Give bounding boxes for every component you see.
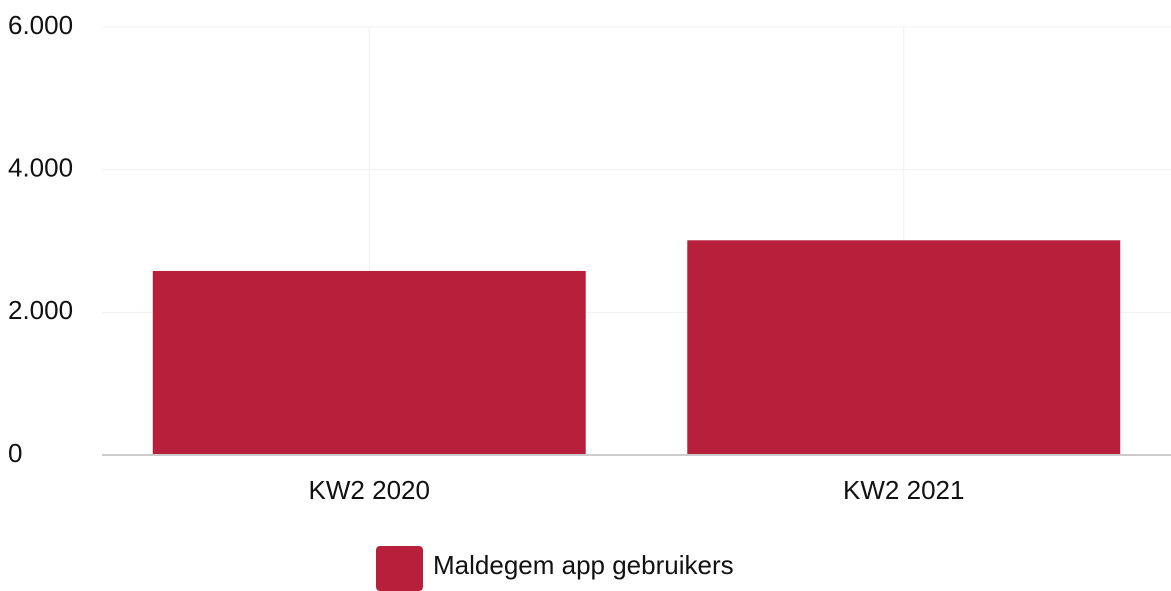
legend-label: Maldegem app gebruikers — [433, 550, 734, 580]
bar — [687, 240, 1121, 455]
y-tick-label: 2.000 — [8, 295, 73, 325]
y-tick-label: 4.000 — [8, 153, 73, 183]
bar — [152, 270, 586, 455]
y-tick-label: 0 — [8, 438, 22, 468]
x-tick-label: KW2 2020 — [309, 475, 430, 505]
legend-swatch — [376, 546, 423, 591]
y-tick-label: 6.000 — [8, 10, 73, 40]
x-tick-label: KW2 2021 — [843, 475, 964, 505]
